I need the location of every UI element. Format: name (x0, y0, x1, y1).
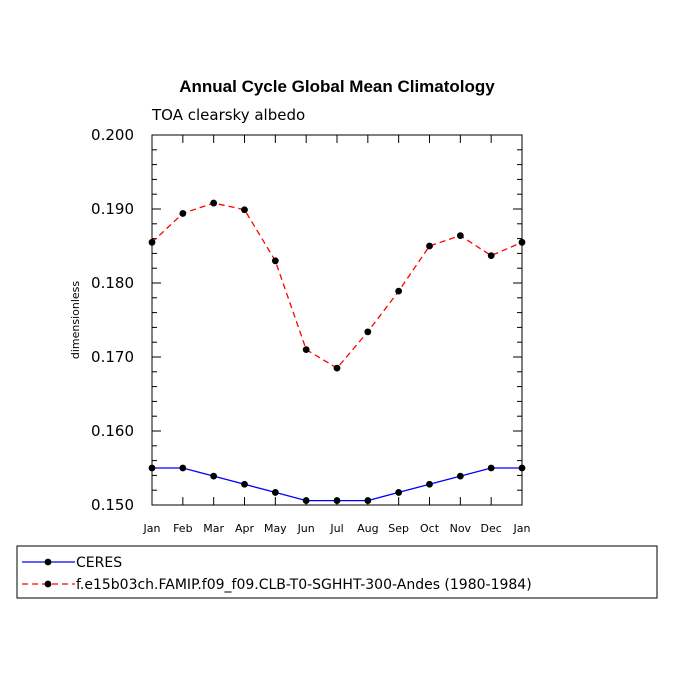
legend: CERES f.e15b03ch.FAMIP.f09_f09.CLB-T0-SGH… (16, 545, 658, 599)
data-point-ceres (210, 472, 218, 480)
x-tick-label: Jul (329, 522, 343, 535)
y-tick-label: 0.190 (91, 200, 134, 218)
x-tick-label: May (264, 522, 287, 535)
data-point-ceres (518, 464, 526, 472)
x-tick-label: Nov (450, 522, 472, 535)
chart-subtitle: TOA clearsky albedo (151, 106, 305, 124)
x-tick-label: Oct (420, 522, 440, 535)
data-point-model (395, 287, 403, 295)
data-point-model (333, 364, 341, 372)
x-tick-label: Jan (513, 522, 531, 535)
x-tick-label: Jun (297, 522, 315, 535)
legend-marker-ceres (44, 558, 52, 566)
y-tick-label: 0.180 (91, 274, 134, 292)
series-layer (148, 199, 526, 504)
data-point-ceres (426, 480, 433, 488)
data-point-model (518, 238, 526, 246)
data-point-model (487, 252, 495, 260)
x-tick-label: Feb (173, 522, 192, 535)
series-line-model (151, 202, 523, 369)
y-tick-label: 0.200 (91, 126, 134, 144)
data-point-ceres (241, 480, 248, 488)
data-point-ceres (456, 472, 464, 480)
data-point-model (302, 346, 310, 353)
legend-label-ceres: CERES (76, 555, 122, 571)
axes-layer: 0.150 0.160 0.170 0.180 0.190 0.200 Jan Feb Mar A… (91, 126, 530, 535)
data-point-model (148, 238, 156, 246)
data-point-ceres (179, 464, 187, 472)
legend-marker-model (44, 580, 52, 588)
x-tick-label: Dec (481, 522, 502, 535)
legend-label-model: f.e15b03ch.FAMIP.f09_f09.CLB-T0-SGHHT-30… (76, 577, 532, 593)
data-point-model (271, 257, 279, 265)
legend-box (16, 545, 658, 599)
data-point-model (241, 206, 248, 214)
x-tick-label: Sep (388, 522, 409, 535)
x-tick-label: Aug (357, 522, 378, 535)
data-point-ceres (271, 489, 279, 496)
y-tick-label: 0.160 (91, 422, 134, 440)
data-point-model (210, 199, 218, 207)
x-tick-label: Apr (235, 522, 255, 535)
x-tick-label: Mar (203, 522, 224, 535)
chart-title: Annual Cycle Global Mean Climatology (179, 77, 495, 96)
data-point-ceres (364, 497, 372, 504)
data-point-ceres (487, 464, 495, 472)
x-tick-label: Jan (143, 522, 161, 535)
y-tick-label: 0.170 (91, 348, 134, 366)
data-point-model (426, 242, 433, 250)
data-point-ceres (148, 464, 156, 472)
plot-frame (151, 134, 523, 506)
series-line-ceres (152, 467, 522, 502)
data-point-model (179, 210, 187, 217)
y-axis-label: dimensionless (69, 281, 82, 360)
data-point-ceres (333, 497, 341, 504)
y-tick-label: 0.150 (91, 496, 134, 514)
data-point-model (364, 328, 372, 336)
data-point-ceres (395, 489, 403, 496)
data-point-model (456, 232, 464, 240)
data-point-ceres (302, 497, 310, 504)
